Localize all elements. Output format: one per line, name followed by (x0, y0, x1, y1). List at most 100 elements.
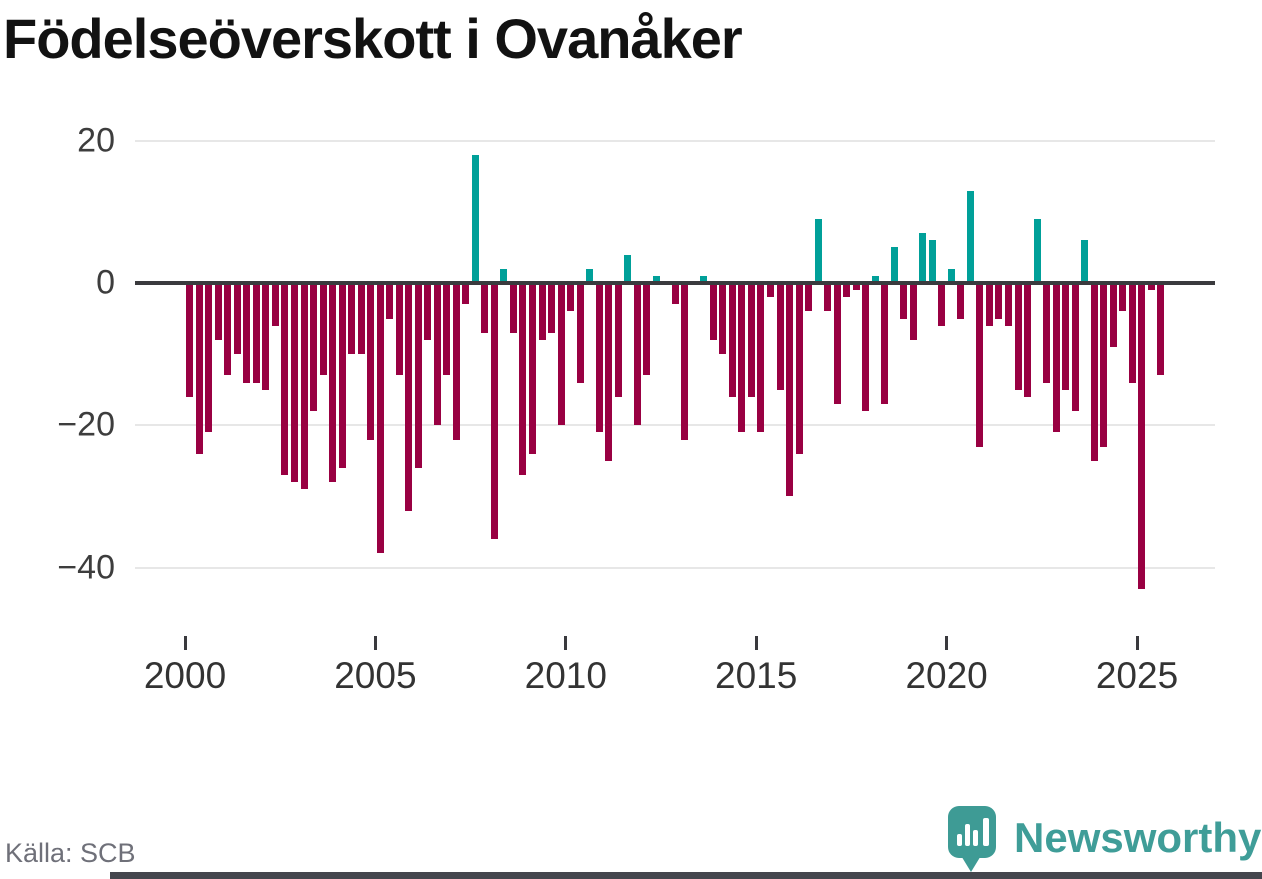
bar-2009-Q3 (548, 283, 556, 333)
bar-2022-Q1 (1024, 283, 1032, 397)
gridline (135, 566, 1215, 569)
bar-2016-Q2 (805, 283, 813, 312)
bar-2010-Q1 (567, 283, 575, 312)
bar-2003-Q2 (310, 283, 318, 412)
x-axis-label: 2010 (524, 655, 607, 696)
bar-2017-Q2 (843, 283, 851, 298)
bar-2006-Q1 (414, 283, 422, 468)
bar-2019-Q4 (938, 283, 946, 326)
bottom-accent-strip (110, 872, 1262, 879)
newsworthy-bubble-icon (948, 806, 996, 872)
bar-2024-Q1 (1100, 283, 1108, 447)
bar-2022-Q4 (1052, 283, 1060, 433)
bar-2015-Q1 (757, 283, 765, 433)
gridline (135, 139, 1215, 142)
x-axis-label: 2025 (1095, 655, 1179, 696)
bar-2011-Q1 (605, 283, 613, 461)
source-caption: Källa: SCB (5, 838, 136, 868)
bar-2024-Q3 (1119, 283, 1127, 312)
bar-2024-Q2 (1109, 283, 1117, 348)
bar-2018-Q3 (890, 247, 898, 283)
newsworthy-logo: Newsworthy (948, 804, 1262, 876)
bar-2001-Q2 (233, 283, 241, 355)
bar-2014-Q1 (719, 283, 727, 355)
bar-2015-Q2 (766, 283, 774, 298)
brand-name: Newsworthy (1014, 814, 1262, 861)
bar-2005-Q4 (405, 283, 413, 511)
bar-2004-Q1 (338, 283, 346, 468)
bar-2004-Q4 (367, 283, 375, 440)
bar-2023-Q2 (1071, 283, 1079, 412)
bar-2008-Q3 (509, 283, 517, 333)
bar-2023-Q3 (1081, 240, 1089, 283)
bar-2012-Q4 (671, 283, 679, 305)
bar-2001-Q1 (224, 283, 232, 376)
bar-2019-Q3 (928, 240, 936, 283)
x-axis-tick (945, 636, 949, 650)
bar-2022-Q3 (1043, 283, 1051, 383)
bar-2003-Q4 (329, 283, 337, 483)
mini-barchart-icon (957, 818, 989, 846)
bar-2023-Q1 (1062, 283, 1070, 390)
exclamation-icon (983, 818, 989, 846)
bar-2020-Q3 (966, 190, 974, 283)
bar-2002-Q4 (290, 283, 298, 483)
bar-2000-Q2 (195, 283, 203, 454)
chart-title: Födelseöverskott i Ovanåker (3, 7, 743, 70)
bar-2019-Q1 (909, 283, 917, 340)
x-axis-tick (754, 636, 758, 650)
bar-2021-Q4 (1014, 283, 1022, 390)
bar-2000-Q1 (186, 283, 194, 397)
bar-2007-Q1 (452, 283, 460, 440)
bar-2000-Q4 (214, 283, 222, 340)
bar-2007-Q3 (471, 154, 479, 283)
bar-2011-Q3 (624, 254, 632, 283)
bar-2009-Q4 (557, 283, 565, 426)
bar-2003-Q3 (319, 283, 327, 376)
bar-2013-Q1 (681, 283, 689, 440)
bar-2016-Q1 (795, 283, 803, 454)
bar-2007-Q4 (481, 283, 489, 333)
bar-2001-Q3 (243, 283, 251, 383)
bar-2024-Q4 (1128, 283, 1136, 383)
x-axis-label: 2020 (905, 655, 988, 696)
bar-2000-Q3 (205, 283, 213, 433)
bar-2008-Q1 (490, 283, 498, 540)
bar-2018-Q4 (900, 283, 908, 319)
x-axis-tick (183, 636, 187, 650)
bar-2014-Q3 (738, 283, 746, 433)
bar-2022-Q2 (1033, 218, 1041, 283)
y-axis-label: 20 (77, 121, 115, 160)
bar-2004-Q2 (348, 283, 356, 355)
bar-2012-Q2 (652, 275, 660, 283)
bar-2011-Q4 (633, 283, 641, 426)
bar-2018-Q2 (881, 283, 889, 404)
bar-2021-Q1 (985, 283, 993, 326)
bar-2006-Q2 (424, 283, 432, 340)
bar-2008-Q4 (519, 283, 527, 476)
zero-axis-line (135, 281, 1215, 285)
bar-2015-Q4 (786, 283, 794, 497)
bar-2021-Q3 (1004, 283, 1012, 326)
bar-2005-Q2 (386, 283, 394, 319)
bar-2017-Q1 (833, 283, 841, 404)
x-axis-tick (564, 636, 568, 650)
bar-2009-Q1 (528, 283, 536, 454)
bar-2018-Q1 (871, 275, 879, 283)
x-axis-tick (1135, 636, 1139, 650)
bar-2002-Q3 (281, 283, 289, 476)
x-axis-tick (373, 636, 377, 650)
bar-2003-Q1 (300, 283, 308, 490)
bar-2025-Q1 (1138, 283, 1146, 589)
bar-2015-Q3 (776, 283, 784, 390)
y-axis-label: −20 (57, 405, 115, 444)
bar-2020-Q2 (957, 283, 965, 319)
bar-2014-Q2 (728, 283, 736, 397)
bar-2010-Q2 (576, 283, 584, 383)
bar-2017-Q3 (852, 283, 860, 291)
bar-2002-Q2 (271, 283, 279, 326)
bar-2020-Q4 (976, 283, 984, 447)
bar-2021-Q2 (995, 283, 1003, 319)
